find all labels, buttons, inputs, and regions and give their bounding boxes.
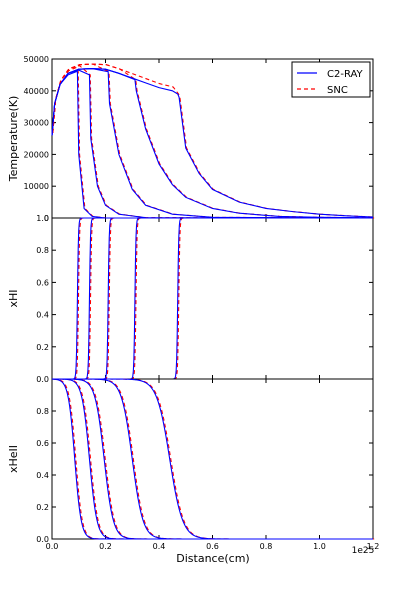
snc-xhi-1 [73, 217, 375, 380]
c2ray-xhi-3 [102, 217, 373, 380]
snc-xheii-5 [53, 378, 375, 540]
snc-xheii-4 [53, 378, 375, 540]
y-tick-label: 20000 [24, 150, 49, 159]
y-tick-label: 50000 [24, 55, 49, 64]
y-tick-label: 30000 [24, 119, 49, 128]
c2ray-xheii-2 [52, 378, 373, 540]
snc-xheii-2 [53, 378, 375, 540]
c2ray-xhi-4 [129, 217, 373, 380]
panel-frame [51, 217, 374, 380]
y-tick-label: 0.8 [36, 246, 49, 255]
legend-label-snc: SNC [327, 85, 348, 96]
x-axis-offset-text: 1e25 [352, 546, 375, 556]
snc-xheii-1 [53, 378, 375, 540]
legend-frame [291, 61, 371, 98]
snc-xhi-2 [85, 217, 375, 380]
x-tick-label: 0.8 [260, 542, 273, 551]
y-tick-label: 40000 [24, 87, 49, 96]
y-tick-label: 0.8 [36, 407, 49, 416]
panel-frame [51, 378, 374, 540]
legend-label-c2-ray: C2-RAY [327, 69, 364, 80]
y-axis-label: xHeII [7, 445, 20, 473]
panel-1: 0 10000 20000 30000 40000 50000 Temperature(K) [7, 55, 374, 223]
x-tick-label: 0.4 [153, 542, 166, 551]
y-tick-label: 0 [44, 214, 49, 223]
y-tick-label: 0.2 [36, 343, 49, 352]
snc-xheii-3 [53, 378, 375, 540]
x-axis-label: Distance(cm) [176, 552, 249, 565]
y-tick-label: 0.4 [36, 471, 49, 480]
x-tick-label: 0.2 [99, 542, 112, 551]
c2ray-xhi-5 [172, 217, 373, 380]
snc-line-5 [52, 63, 374, 218]
x-tick-label: 1.0 [313, 542, 326, 551]
panel-3: 0.0 0.2 0.4 0.6 0.8 0.0 0.2 0.4 0.6 0.8 1.0 1.2 xHeI… [7, 378, 380, 551]
c2ray-xheii-1 [51, 378, 373, 540]
snc-line-4 [52, 63, 374, 219]
snc-xhi-5 [173, 217, 375, 380]
y-tick-label: 0.0 [36, 535, 49, 544]
snc-xhi-3 [103, 217, 375, 380]
y-tick-label: 0.0 [36, 375, 49, 384]
x-tick-label: 0.0 [46, 542, 59, 551]
y-axis-label: xHI [7, 289, 20, 307]
y-axis-label: Temperature(K) [7, 96, 20, 182]
chart-panels: 0 10000 20000 30000 40000 50000 Temperature(K)… [7, 55, 379, 551]
c2ray-xhi-1 [72, 217, 373, 380]
y-tick-label: 1.0 [36, 214, 49, 223]
y-tick-label: 10000 [24, 182, 49, 191]
y-tick-label: 0.6 [36, 439, 49, 448]
x-tick-label: 0.6 [206, 542, 219, 551]
chart-legend: C2-RAY SNC [291, 61, 371, 98]
c2ray-line-5 [51, 67, 374, 218]
panel-2: 0.0 0.2 0.4 0.6 0.8 1.0 xHI [7, 214, 375, 384]
x-tick-label: 1.2 [367, 542, 380, 551]
c2ray-xheii-3 [52, 378, 373, 540]
y-tick-label: 0.6 [36, 278, 49, 287]
c2ray-xhi-2 [84, 217, 373, 380]
c2ray-xheii-4 [52, 378, 373, 540]
y-tick-label: 0.2 [36, 503, 49, 512]
snc-xhi-4 [130, 217, 375, 380]
y-tick-label: 0.4 [36, 311, 49, 320]
c2ray-xheii-5 [52, 378, 373, 540]
